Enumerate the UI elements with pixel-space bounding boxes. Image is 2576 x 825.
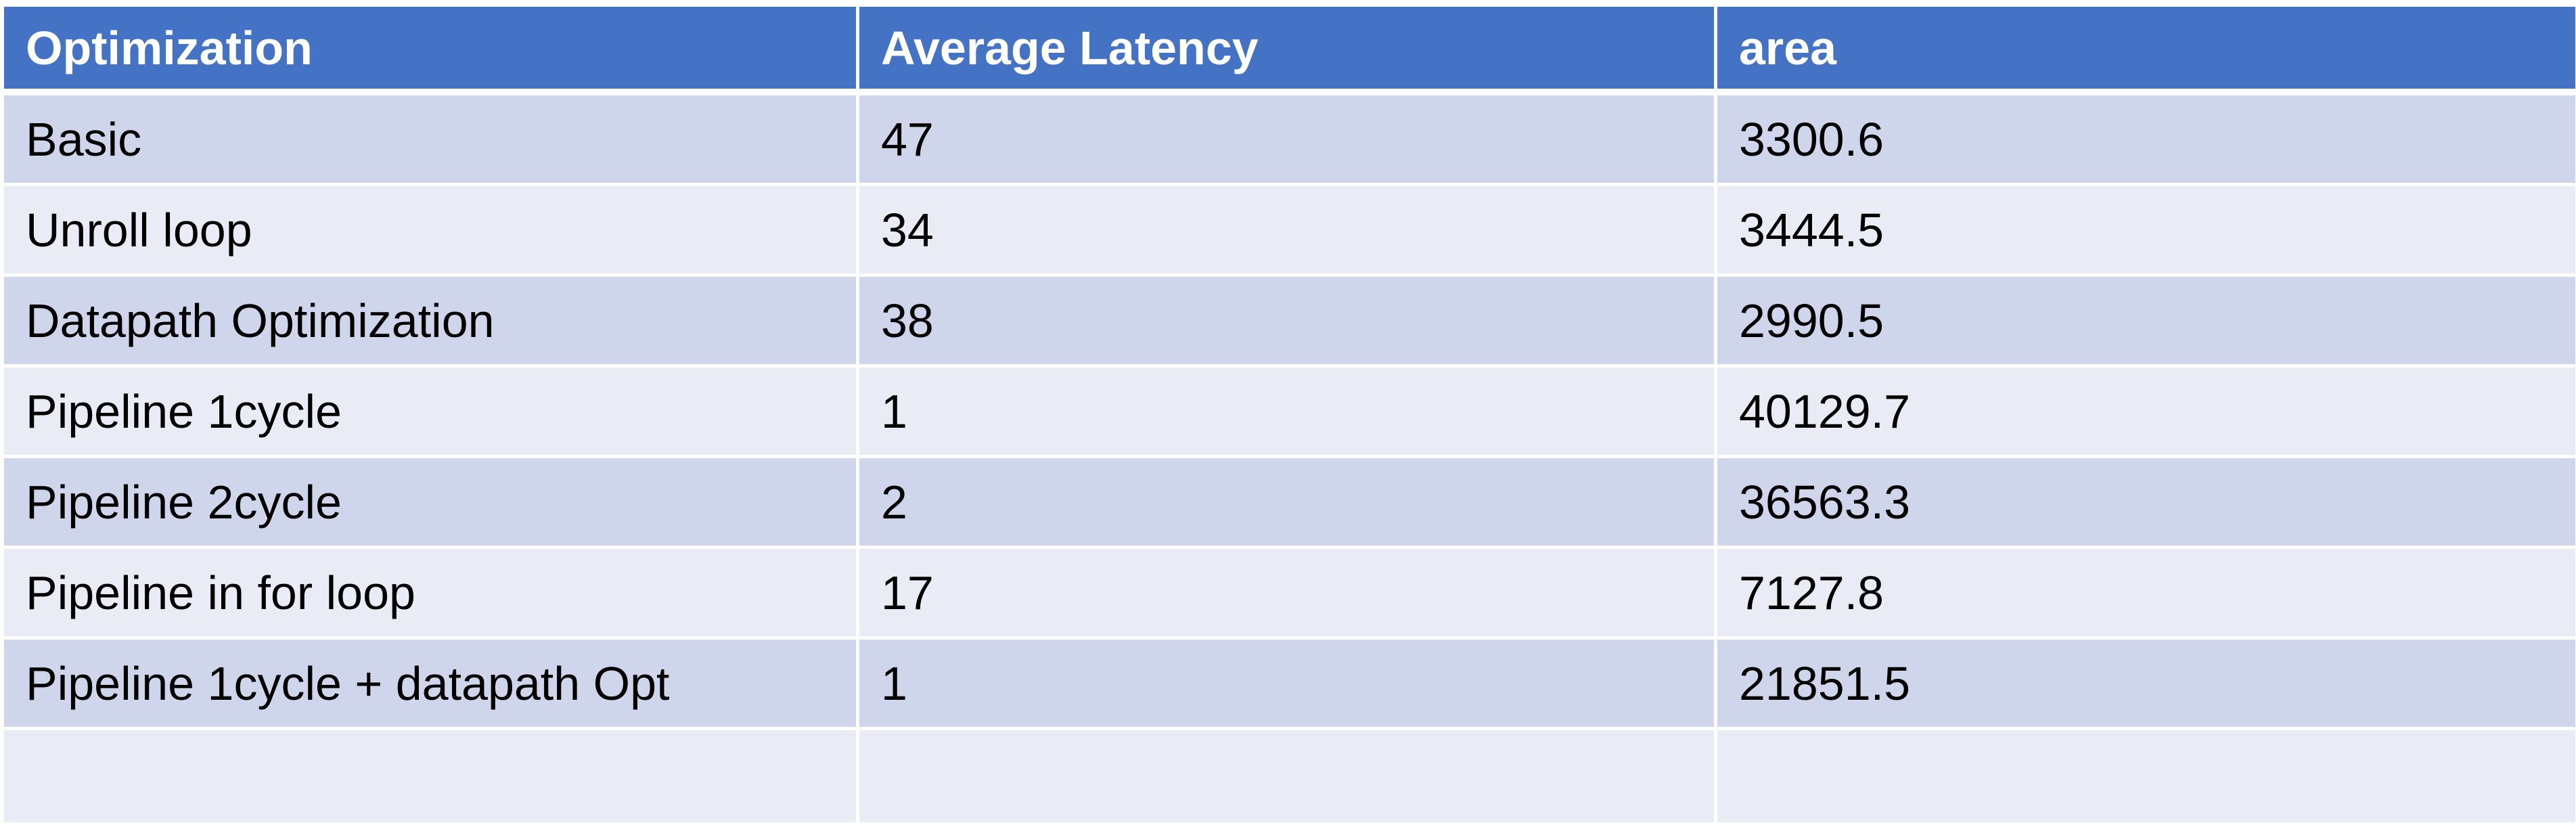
- cell-area: 36563.3: [1717, 458, 2575, 549]
- column-header-optimization: Optimization: [4, 7, 859, 95]
- optimization-results-table: Optimization Average Latency area Basic …: [4, 7, 2575, 822]
- cell-area: 3444.5: [1717, 186, 2575, 277]
- cell-optimization: [4, 730, 859, 822]
- cell-average-latency: 34: [859, 186, 1717, 277]
- table-header: Optimization Average Latency area: [4, 7, 2575, 95]
- results-table-container: Optimization Average Latency area Basic …: [4, 7, 2575, 822]
- table-row: Basic 47 3300.6: [4, 95, 2575, 186]
- cell-optimization: Basic: [4, 95, 859, 186]
- cell-average-latency: 1: [859, 367, 1717, 458]
- cell-average-latency: 2: [859, 458, 1717, 549]
- table-row: Pipeline 1cycle 1 40129.7: [4, 367, 2575, 458]
- table-row-empty: [4, 730, 2575, 822]
- cell-optimization: Datapath Optimization: [4, 277, 859, 367]
- cell-average-latency: 38: [859, 277, 1717, 367]
- header-row: Optimization Average Latency area: [4, 7, 2575, 95]
- cell-optimization: Pipeline 1cycle + datapath Opt: [4, 640, 859, 730]
- table-row: Pipeline 1cycle + datapath Opt 1 21851.5: [4, 640, 2575, 730]
- column-header-average-latency: Average Latency: [859, 7, 1717, 95]
- table-row: Datapath Optimization 38 2990.5: [4, 277, 2575, 367]
- cell-average-latency: 47: [859, 95, 1717, 186]
- table-body: Basic 47 3300.6 Unroll loop 34 3444.5 Da…: [4, 95, 2575, 822]
- table-row: Pipeline in for loop 17 7127.8: [4, 549, 2575, 640]
- cell-optimization: Pipeline in for loop: [4, 549, 859, 640]
- table-row: Pipeline 2cycle 2 36563.3: [4, 458, 2575, 549]
- table-row: Unroll loop 34 3444.5: [4, 186, 2575, 277]
- cell-area: 3300.6: [1717, 95, 2575, 186]
- cell-average-latency: 1: [859, 640, 1717, 730]
- cell-optimization: Pipeline 1cycle: [4, 367, 859, 458]
- cell-area: 2990.5: [1717, 277, 2575, 367]
- cell-area: [1717, 730, 2575, 822]
- cell-optimization: Unroll loop: [4, 186, 859, 277]
- cell-area: 7127.8: [1717, 549, 2575, 640]
- cell-average-latency: 17: [859, 549, 1717, 640]
- cell-area: 40129.7: [1717, 367, 2575, 458]
- cell-area: 21851.5: [1717, 640, 2575, 730]
- cell-optimization: Pipeline 2cycle: [4, 458, 859, 549]
- cell-average-latency: [859, 730, 1717, 822]
- column-header-area: area: [1717, 7, 2575, 95]
